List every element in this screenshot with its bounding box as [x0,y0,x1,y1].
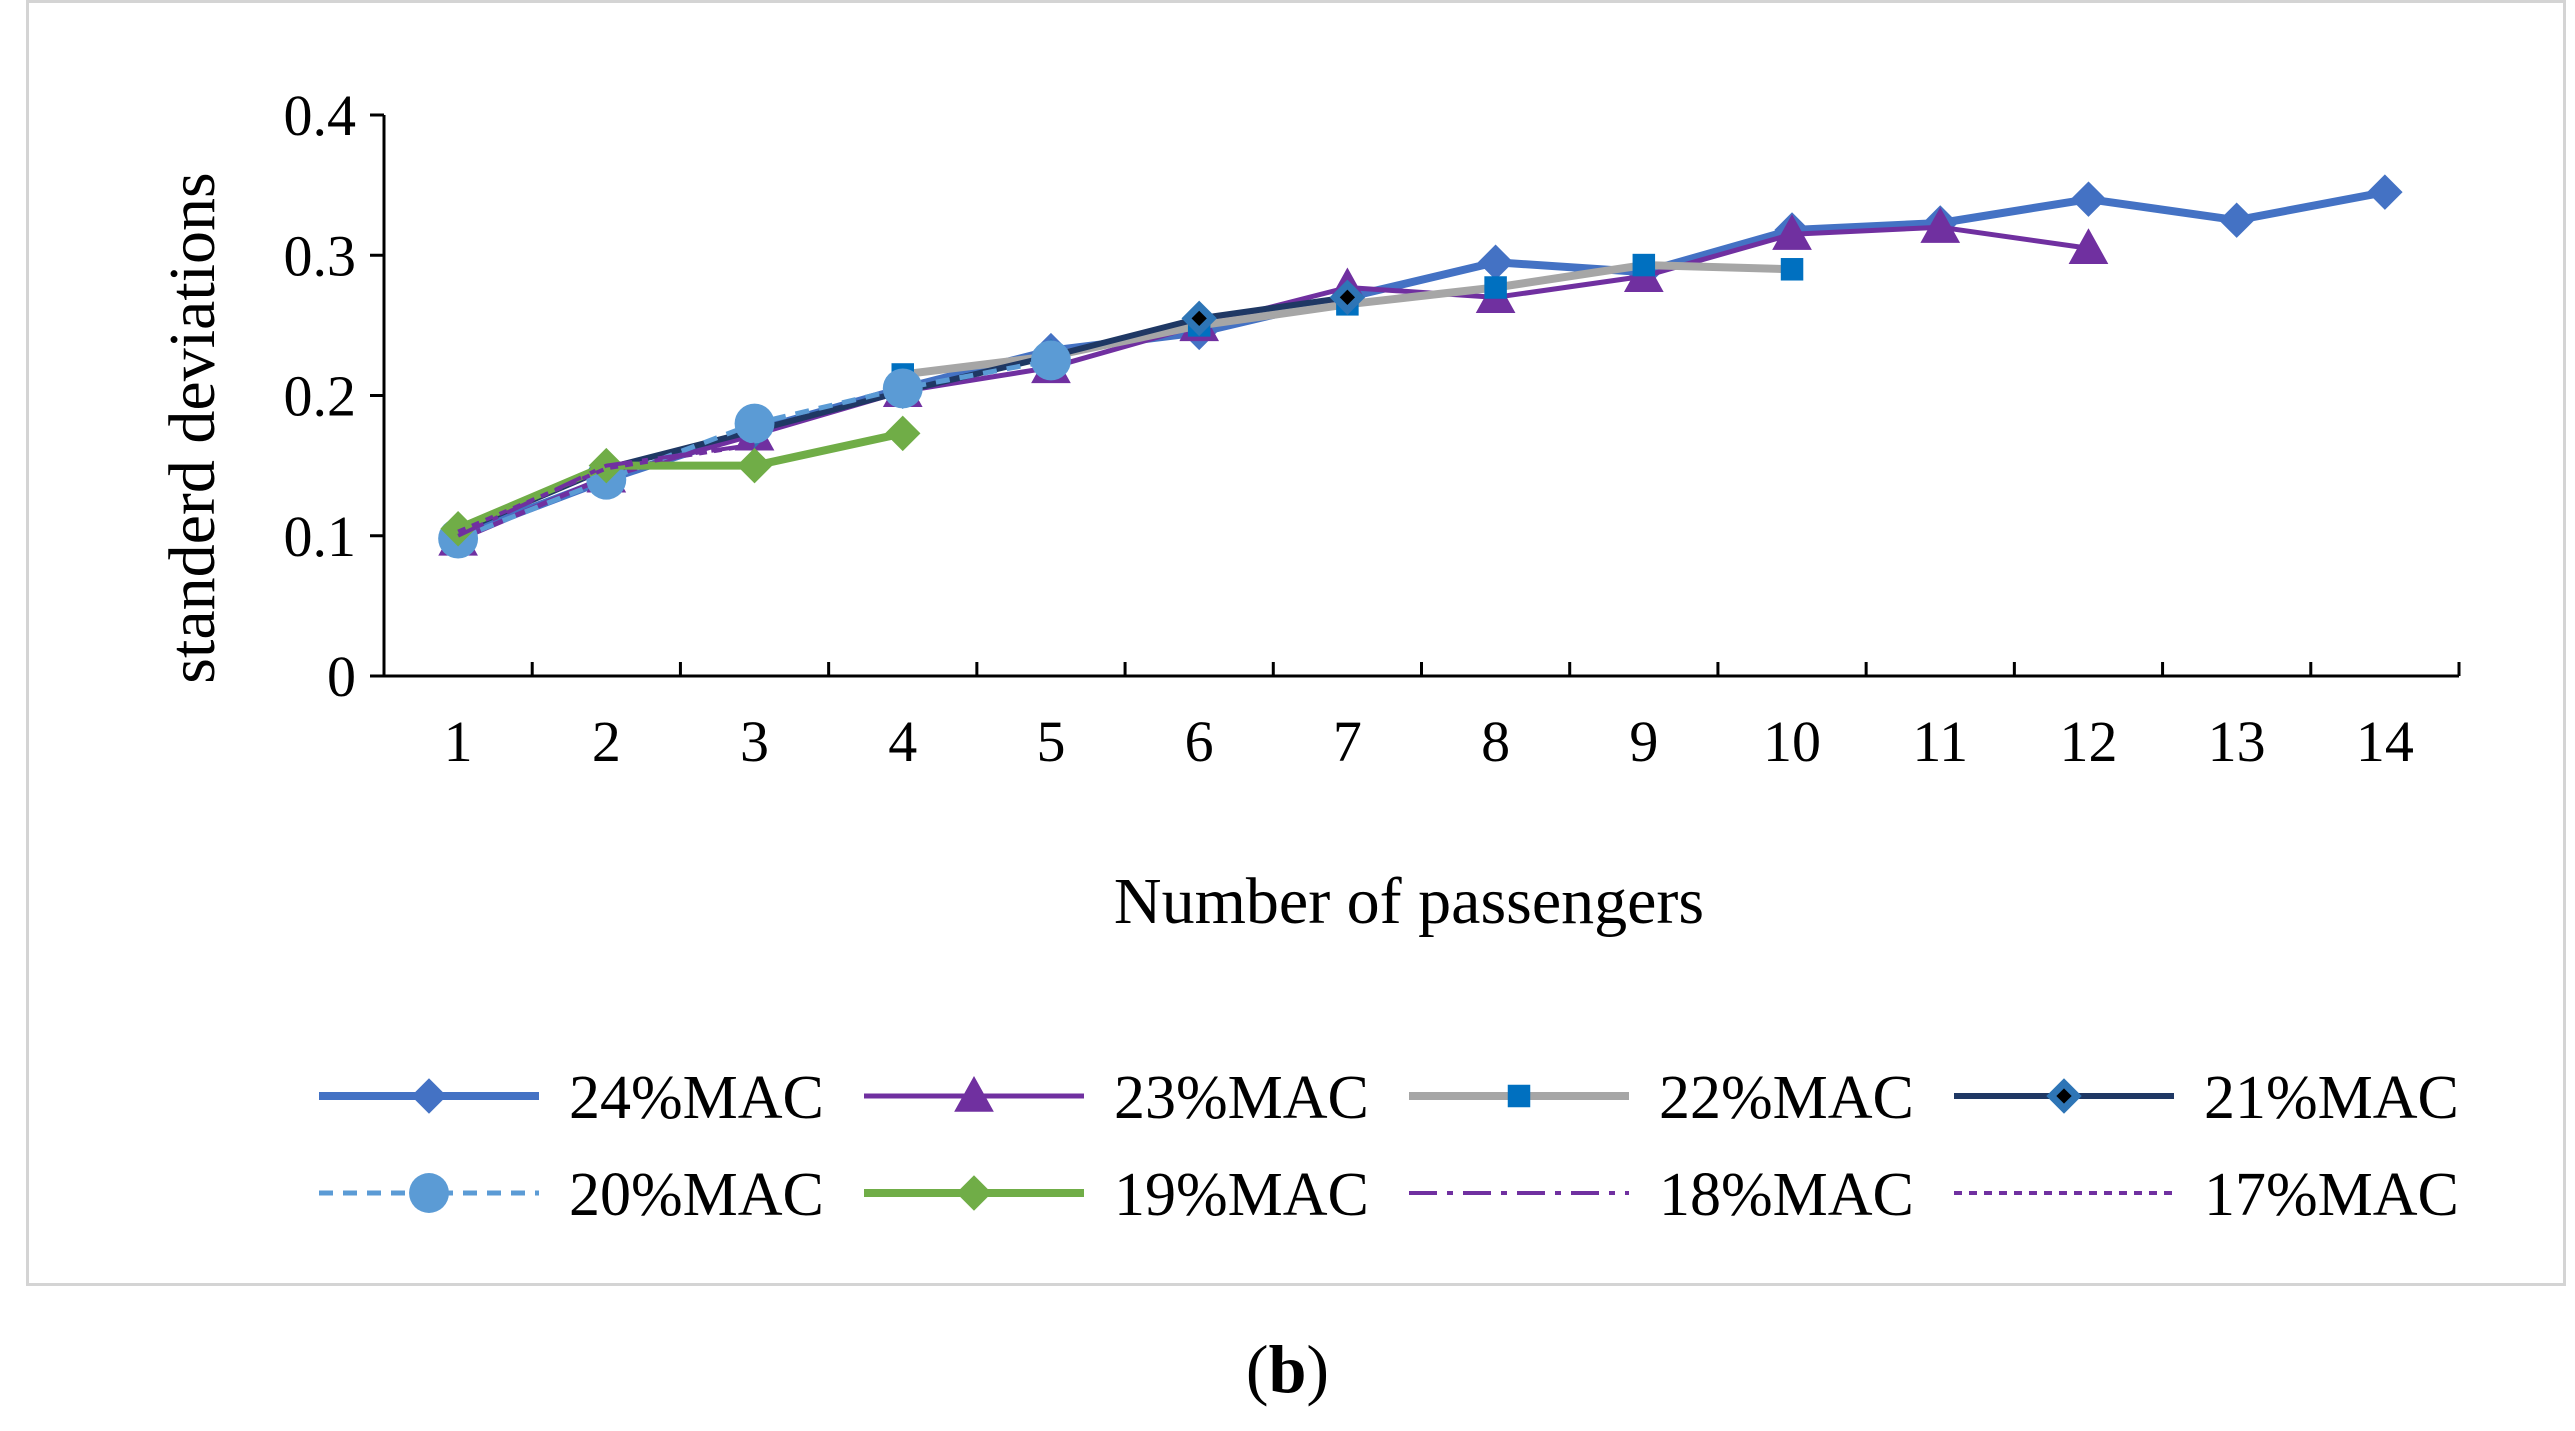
chart-frame: 0 0.1 0.2 0.3 0.4 1 2 3 4 5 6 7 8 9 10 11 12 13 14 Number … [26,0,2566,1286]
legend-entry: 22%MAC [1409,1064,1914,1132]
series-line [457,224,2089,543]
legend-label: 23%MAC [1114,1064,1369,1132]
series-line [457,442,755,534]
x-tick-label: 11 [1912,709,1968,774]
marker-square [1507,1084,1531,1108]
marker-diamond-center [1339,289,1356,305]
marker-square [1632,253,1656,277]
marker-circle [409,1173,449,1213]
x-tick-label: 6 [1185,709,1214,774]
legend-label: 17%MAC [2204,1161,2459,1229]
x-tick-label: 9 [1629,709,1658,774]
y-tick-label: 0.1 [284,504,357,569]
panel-label-letter: b [1268,1331,1307,1407]
series-17-pct-mac [457,442,755,534]
marker-diamond [2218,202,2255,238]
tick-labels-layer: 00.10.20.30.41 2 3 4 5 6 7 8 9 10 11 12 13 14 [284,83,2414,774]
x-tick-label: 13 [2208,709,2266,774]
y-tick-label: 0.4 [284,83,357,148]
marker-diamond [2070,181,2107,217]
marker-diamond-center [2056,1088,2072,1104]
marker-circle [882,368,923,409]
marker-diamond [411,1078,447,1114]
line-chart: 00.10.20.30.41 2 3 4 5 6 7 8 9 10 11 12 13 14 Number … [156,83,2461,1229]
legend-label: 22%MAC [1659,1064,1914,1132]
series-19-pct-mac [440,415,921,547]
panel-label-close: ) [1306,1331,1330,1407]
marker-diamond [2367,174,2403,210]
x-tick-label: 2 [592,709,621,774]
marker-circle [1031,340,1071,381]
marker-triangle [954,1075,994,1112]
marker-diamond [956,1175,992,1211]
marker-triangle [1920,207,1961,243]
axes-layer [370,113,2461,678]
legend-label: 24%MAC [569,1064,824,1132]
y-tick-label: 0.2 [284,364,357,429]
series-line [456,429,904,533]
panel-label-open: ( [1245,1331,1269,1407]
x-tick-label: 1 [444,709,473,774]
legend: 24%MAC 23%MAC 22%MAC 21%MAC 20%MAC 19%MAC 18%M… [319,1064,2459,1229]
x-tick-label: 8 [1481,709,1510,774]
marker-circle [734,403,775,444]
x-axis-title: Number of passengers [1114,865,1704,938]
y-axis-title: standerd deviations [156,172,229,683]
legend-entry: 20%MAC [319,1161,824,1229]
x-tick-label: 10 [1763,709,1821,774]
marker-diamond [885,415,921,452]
x-tick-label: 14 [2356,709,2414,774]
y-tick-label: 0.3 [284,223,357,288]
y-tick-label: 0 [327,644,356,709]
legend-label: 19%MAC [1114,1161,1369,1229]
marker-diamond-center [1191,310,1207,327]
marker-triangle [1772,214,1812,250]
marker-diamond [736,447,773,484]
legend-entry: 23%MAC [864,1064,1369,1132]
x-tick-label: 3 [740,709,769,774]
series-23-pct-mac [438,207,2109,556]
legend-entry: 18%MAC [1409,1161,1914,1229]
x-tick-label: 4 [888,709,917,774]
legend-label: 18%MAC [1659,1161,1914,1229]
marker-square [1484,276,1507,299]
legend-entry: 19%MAC [864,1161,1369,1229]
legend-entry: 24%MAC [319,1064,824,1132]
marker-diamond [440,511,476,547]
marker-square [1780,258,1804,281]
legend-label: 21%MAC [2204,1064,2459,1132]
legend-entry: 17%MAC [1954,1161,2459,1229]
x-tick-label: 12 [2059,709,2117,774]
x-tick-label: 7 [1333,709,1362,774]
marker-triangle [2068,228,2109,264]
legend-entry: 21%MAC [1954,1064,2459,1132]
x-tick-label: 5 [1036,709,1065,774]
series-layer [438,174,2403,559]
marker-diamond [1477,244,1514,280]
legend-label: 20%MAC [569,1161,824,1229]
series-24-pct-mac [440,174,2403,554]
panel-label: (b) [0,1330,2575,1409]
